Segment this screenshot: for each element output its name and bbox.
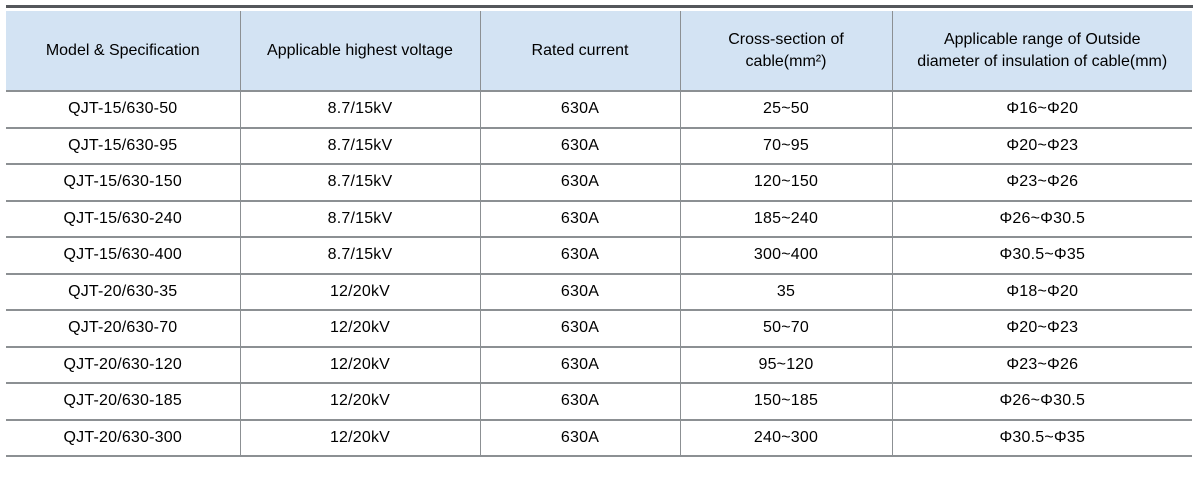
cell-current: 630A — [479, 200, 680, 238]
table-top-rule — [6, 5, 1193, 8]
cell-voltage: 8.7/15kV — [239, 237, 480, 275]
table-row: QJT-20/630-185 12/20kV 630A 150~185 Φ26~Φ30.… — [6, 383, 1192, 421]
cell-diameter-range: Φ16~Φ20 — [891, 91, 1192, 129]
table-row: QJT-15/630-95 8.7/15kV 630A 70~95 Φ20~Φ23 — [6, 127, 1192, 165]
table-row: QJT-20/630-70 12/20kV 630A 50~70 Φ20~Φ23 — [6, 310, 1192, 348]
cell-diameter-range: Φ30.5~Φ35 — [891, 419, 1192, 457]
cell-voltage: 12/20kV — [239, 383, 480, 421]
cell-diameter-range: Φ30.5~Φ35 — [891, 237, 1192, 275]
cell-voltage: 8.7/15kV — [239, 200, 480, 238]
cell-cross-section: 25~50 — [679, 91, 892, 129]
cell-diameter-range: Φ23~Φ26 — [891, 346, 1192, 384]
cell-current: 630A — [479, 310, 680, 348]
cell-model: QJT-20/630-70 — [6, 310, 240, 348]
cell-cross-section: 35 — [679, 273, 892, 311]
table-row: QJT-20/630-35 12/20kV 630A 35 Φ18~Φ20 — [6, 273, 1192, 311]
cell-diameter-range: Φ26~Φ30.5 — [891, 200, 1192, 238]
spec-table-container: Model & Specification Applicable highest… — [6, 5, 1193, 457]
col-header-cross-section: Cross-section of cable(mm²) — [679, 11, 892, 92]
col-header-model: Model & Specification — [6, 11, 240, 92]
cell-voltage: 12/20kV — [239, 273, 480, 311]
cell-diameter-range: Φ20~Φ23 — [891, 127, 1192, 165]
table-row: QJT-15/630-400 8.7/15kV 630A 300~400 Φ30.5~Φ… — [6, 237, 1192, 275]
cell-model: QJT-15/630-50 — [6, 91, 240, 129]
cell-voltage: 12/20kV — [239, 346, 480, 384]
table-body: QJT-15/630-50 8.7/15kV 630A 25~50 Φ16~Φ20 QJT… — [6, 91, 1192, 457]
col-header-voltage: Applicable highest voltage — [239, 11, 480, 92]
cell-cross-section: 240~300 — [679, 419, 892, 457]
cell-model: QJT-15/630-95 — [6, 127, 240, 165]
cell-model: QJT-15/630-150 — [6, 164, 240, 202]
cell-voltage: 8.7/15kV — [239, 91, 480, 129]
table-row: QJT-15/630-50 8.7/15kV 630A 25~50 Φ16~Φ20 — [6, 91, 1192, 129]
cell-cross-section: 185~240 — [679, 200, 892, 238]
cell-model: QJT-20/630-185 — [6, 383, 240, 421]
cell-cross-section: 50~70 — [679, 310, 892, 348]
cell-cross-section: 150~185 — [679, 383, 892, 421]
cell-current: 630A — [479, 346, 680, 384]
cell-cross-section: 95~120 — [679, 346, 892, 384]
table-row: QJT-15/630-240 8.7/15kV 630A 185~240 Φ26~Φ30… — [6, 200, 1192, 238]
spec-table: Model & Specification Applicable highest… — [6, 11, 1192, 457]
col-header-current: Rated current — [479, 11, 680, 92]
cell-diameter-range: Φ23~Φ26 — [891, 164, 1192, 202]
cell-current: 630A — [479, 237, 680, 275]
cell-cross-section: 70~95 — [679, 127, 892, 165]
table-header-row: Model & Specification Applicable highest… — [6, 11, 1192, 92]
cell-model: QJT-20/630-35 — [6, 273, 240, 311]
cell-current: 630A — [479, 164, 680, 202]
cell-cross-section: 300~400 — [679, 237, 892, 275]
cell-voltage: 8.7/15kV — [239, 127, 480, 165]
table-row: QJT-15/630-150 8.7/15kV 630A 120~150 Φ23~Φ26 — [6, 164, 1192, 202]
cell-model: QJT-20/630-120 — [6, 346, 240, 384]
cell-model: QJT-20/630-300 — [6, 419, 240, 457]
cell-voltage: 8.7/15kV — [239, 164, 480, 202]
cell-diameter-range: Φ20~Φ23 — [891, 310, 1192, 348]
cell-current: 630A — [479, 273, 680, 311]
cell-current: 630A — [479, 419, 680, 457]
cell-voltage: 12/20kV — [239, 419, 480, 457]
cell-current: 630A — [479, 91, 680, 129]
cell-cross-section: 120~150 — [679, 164, 892, 202]
cell-model: QJT-15/630-240 — [6, 200, 240, 238]
cell-voltage: 12/20kV — [239, 310, 480, 348]
table-header: Model & Specification Applicable highest… — [6, 11, 1192, 92]
table-row: QJT-20/630-120 12/20kV 630A 95~120 Φ23~Φ26 — [6, 346, 1192, 384]
cell-diameter-range: Φ18~Φ20 — [891, 273, 1192, 311]
cell-diameter-range: Φ26~Φ30.5 — [891, 383, 1192, 421]
cell-current: 630A — [479, 127, 680, 165]
table-row: QJT-20/630-300 12/20kV 630A 240~300 Φ30.5~Φ3… — [6, 419, 1192, 457]
cell-model: QJT-15/630-400 — [6, 237, 240, 275]
col-header-diameter-range: Applicable range of Outside diameter of … — [891, 11, 1192, 92]
cell-current: 630A — [479, 383, 680, 421]
